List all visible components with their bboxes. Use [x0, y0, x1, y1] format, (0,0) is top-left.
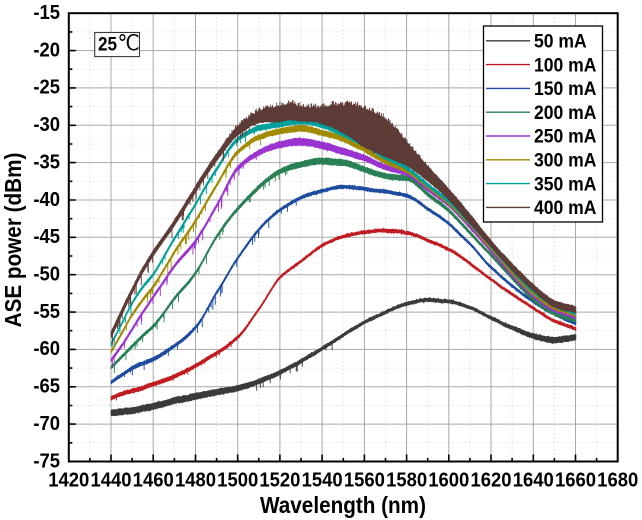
svg-text:-15: -15 — [33, 1, 60, 24]
svg-text:-55: -55 — [33, 300, 60, 323]
svg-text:1520: 1520 — [259, 469, 300, 492]
svg-text:1640: 1640 — [513, 469, 554, 492]
svg-text:300 mA: 300 mA — [534, 149, 596, 171]
svg-text:1540: 1540 — [302, 469, 343, 492]
svg-text:1420: 1420 — [48, 469, 89, 492]
svg-text:-20: -20 — [33, 39, 60, 62]
svg-text:350 mA: 350 mA — [534, 172, 596, 194]
svg-text:25℃: 25℃ — [98, 30, 140, 55]
svg-text:ASE power (dBm): ASE power (dBm) — [0, 153, 26, 328]
svg-text:1560: 1560 — [344, 469, 385, 492]
svg-text:1460: 1460 — [133, 469, 174, 492]
svg-text:-30: -30 — [33, 113, 60, 136]
svg-text:1680: 1680 — [597, 469, 638, 492]
svg-text:-50: -50 — [33, 263, 60, 286]
svg-text:-25: -25 — [33, 76, 60, 99]
svg-text:-40: -40 — [33, 188, 60, 211]
svg-text:250 mA: 250 mA — [534, 125, 596, 147]
svg-text:100 mA: 100 mA — [534, 53, 596, 75]
svg-text:150 mA: 150 mA — [534, 77, 596, 99]
svg-text:1600: 1600 — [428, 469, 469, 492]
svg-text:Wavelength (nm): Wavelength (nm) — [260, 492, 426, 518]
svg-text:200 mA: 200 mA — [534, 101, 596, 123]
svg-text:1620: 1620 — [470, 469, 511, 492]
svg-text:1580: 1580 — [386, 469, 427, 492]
svg-text:1660: 1660 — [555, 469, 596, 492]
svg-text:1480: 1480 — [175, 469, 216, 492]
svg-text:-65: -65 — [33, 375, 60, 398]
svg-text:-75: -75 — [33, 449, 60, 472]
svg-text:-45: -45 — [33, 225, 60, 248]
svg-text:1500: 1500 — [217, 469, 258, 492]
svg-text:-60: -60 — [33, 337, 60, 360]
svg-text:1440: 1440 — [90, 469, 131, 492]
svg-text:400 mA: 400 mA — [534, 196, 596, 218]
svg-text:-35: -35 — [33, 151, 60, 174]
svg-text:50 mA: 50 mA — [534, 30, 587, 52]
svg-text:-70: -70 — [33, 412, 60, 435]
